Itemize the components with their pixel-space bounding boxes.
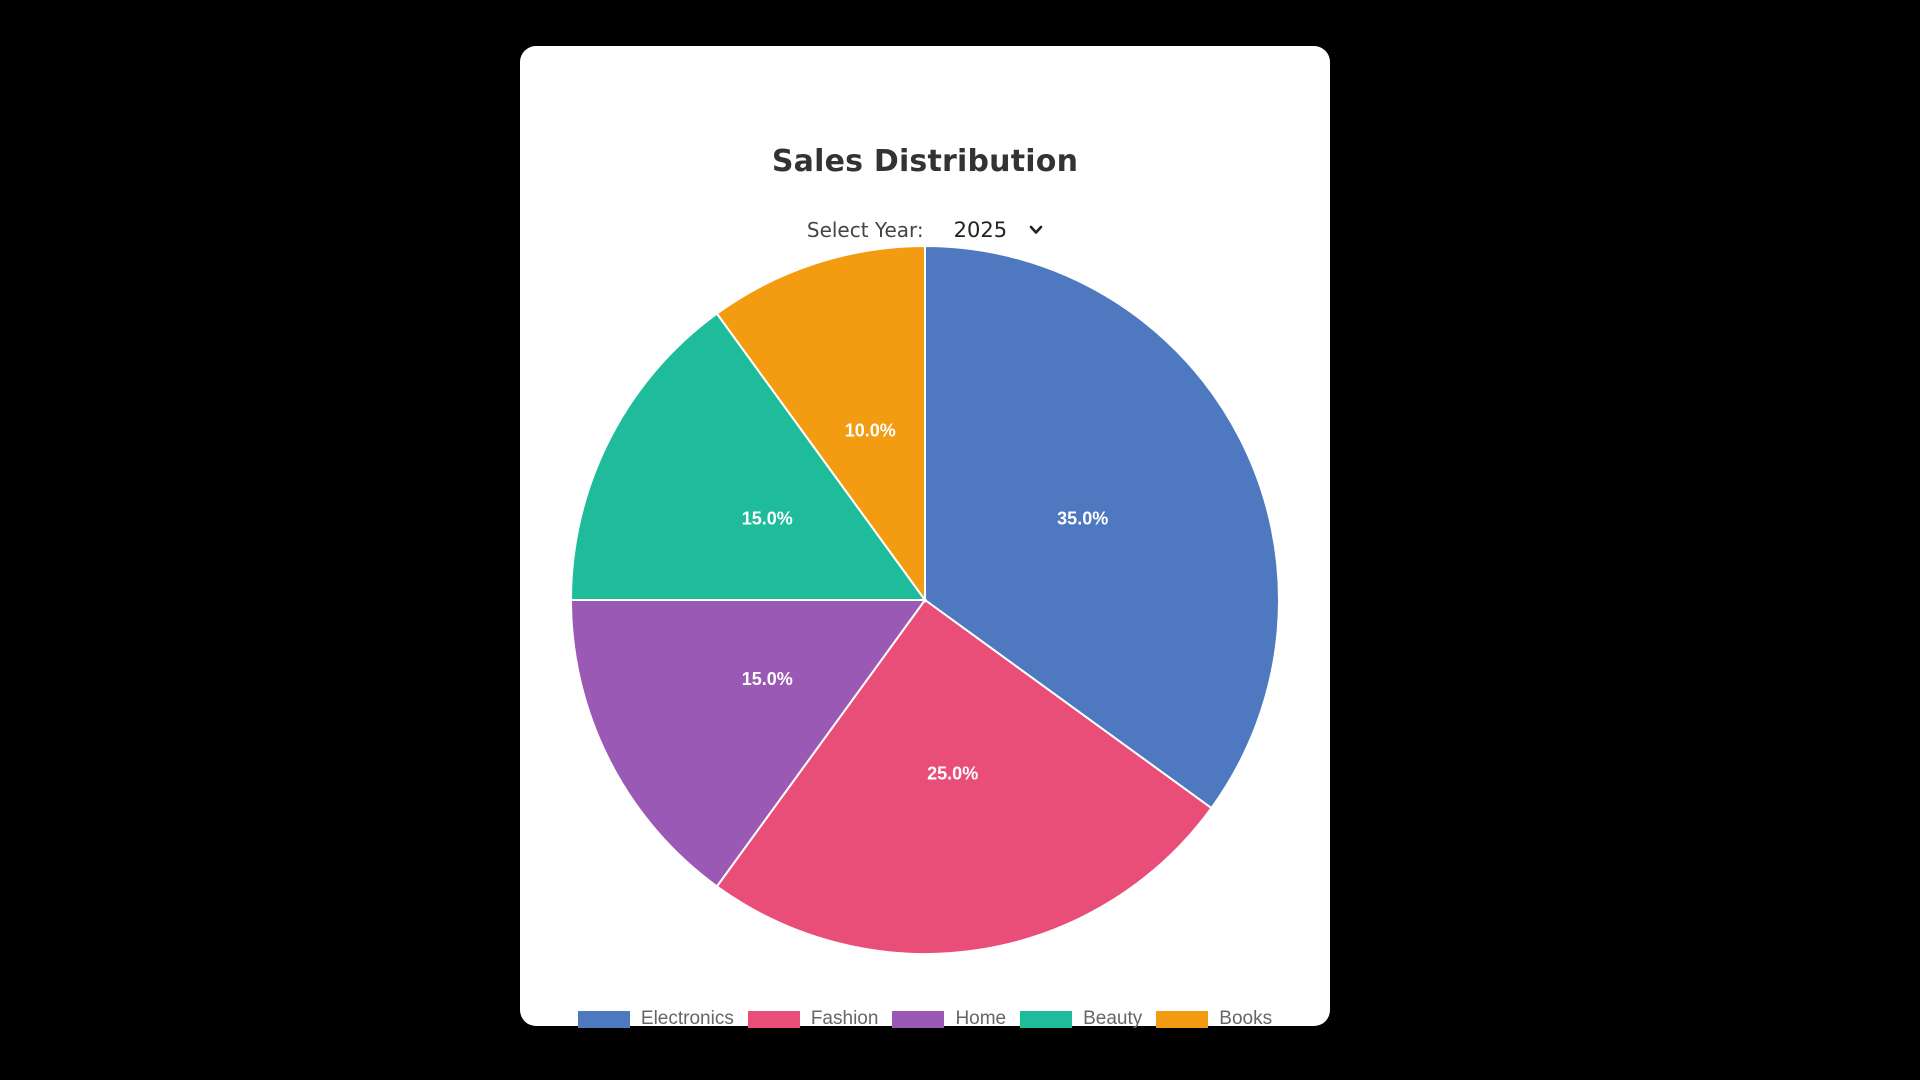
year-select[interactable]: 2025 <box>954 218 1043 242</box>
legend-swatch-electronics <box>577 1010 630 1028</box>
pie-label-books: 10.0% <box>845 420 896 440</box>
legend-swatch-beauty <box>1020 1010 1073 1028</box>
legend-item-home[interactable]: Home <box>892 1008 1006 1030</box>
chevron-down-icon <box>1029 225 1043 234</box>
pie-slice-electronics[interactable] <box>924 244 1280 810</box>
pie-label-fashion: 25.0% <box>927 764 978 784</box>
chart-title: Sales Distribution <box>771 144 1079 179</box>
pie-label-electronics: 35.0% <box>1057 508 1108 528</box>
legend-label-beauty: Beauty <box>1083 1008 1143 1029</box>
legend-swatch-home <box>892 1010 945 1028</box>
pie-chart: 35.0% 25.0% 15.0% 15.0% 10.0% <box>569 244 1280 955</box>
legend-item-books[interactable]: Books <box>1156 1008 1272 1030</box>
pie-slice-fashion[interactable] <box>715 598 1213 955</box>
legend-item-beauty[interactable]: Beauty <box>1020 1008 1142 1030</box>
pie-label-home: 15.0% <box>742 669 793 689</box>
legend-item-fashion[interactable]: Fashion <box>747 1008 879 1030</box>
legend-label-fashion: Fashion <box>810 1008 879 1029</box>
legend-swatch-books <box>1156 1010 1209 1028</box>
chart-card: Sales Distribution Select Year: 2025 35.… <box>520 46 1330 1029</box>
legend-swatch-fashion <box>747 1010 800 1028</box>
year-label: Select Year: <box>806 218 924 242</box>
pie-slice-books[interactable] <box>715 244 926 604</box>
pie-label-beauty: 15.0% <box>742 508 793 528</box>
year-select-value: 2025 <box>953 218 1008 242</box>
legend-label-home: Home <box>955 1008 1007 1029</box>
legend-label-electronics: Electronics <box>640 1008 734 1029</box>
pie-slice-home[interactable] <box>569 599 927 888</box>
legend-label-books: Books <box>1219 1008 1273 1029</box>
chart-legend: Electronics Fashion Home Beauty Books <box>520 1008 1330 1030</box>
pie-slice-beauty[interactable] <box>569 312 927 601</box>
legend-item-electronics[interactable]: Electronics <box>577 1008 734 1030</box>
year-selector-row: Select Year: 2025 <box>520 218 1330 242</box>
